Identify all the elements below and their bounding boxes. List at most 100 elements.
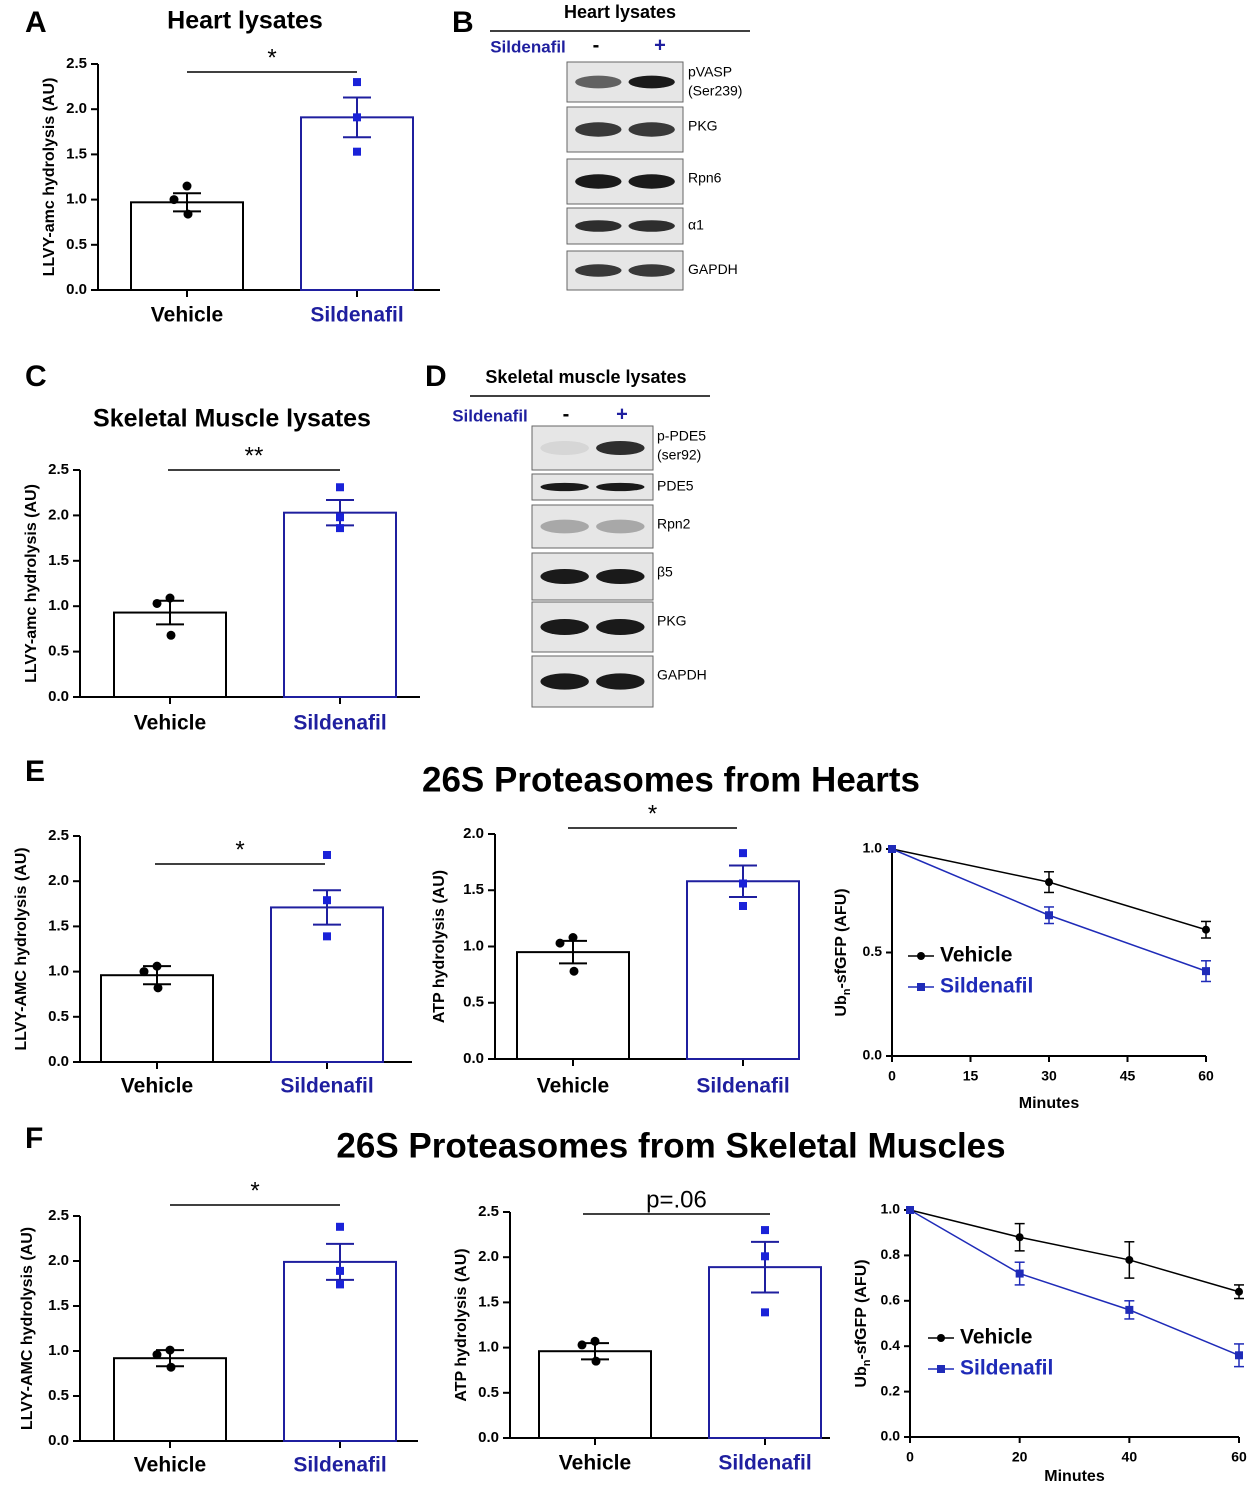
y-tick-label: 2.0 — [48, 1252, 69, 1269]
marker — [1125, 1306, 1133, 1314]
y-axis-label-part: -sfGFP (AFU) — [853, 1259, 870, 1359]
legend-label: Sildenafil — [940, 975, 1033, 998]
y-tick-label: 1.0 — [48, 1342, 69, 1359]
y-tick-label: 1.0 — [863, 840, 883, 856]
marker — [739, 902, 747, 910]
y-tick-label: 1.5 — [478, 1293, 499, 1310]
blot-band — [575, 174, 621, 188]
y-tick-label: 1.0 — [48, 597, 69, 614]
marker — [761, 1308, 769, 1316]
y-tick-label: 2.5 — [48, 461, 69, 478]
y-tick-label: 0.5 — [463, 994, 484, 1011]
y-tick-label: 2.0 — [478, 1248, 499, 1265]
marker — [937, 1334, 945, 1342]
category-label: Sildenafil — [293, 712, 386, 735]
significance-label: * — [648, 800, 657, 827]
marker — [166, 594, 175, 603]
panel-letter: A — [25, 6, 47, 39]
y-axis-label: LLVY-AMC hydrolysis (AU) — [13, 847, 30, 1050]
band-label: GAPDH — [688, 261, 738, 277]
y-axis-label-part: -sfGFP (AFU) — [833, 888, 850, 988]
marker — [323, 851, 331, 859]
marker — [153, 962, 162, 971]
category-label: Vehicle — [134, 712, 206, 735]
marker — [336, 1223, 344, 1231]
y-axis-label: ATP hydrolysis (AU) — [431, 870, 448, 1023]
category-label: Sildenafil — [280, 1075, 373, 1098]
condition-label: - — [563, 403, 570, 425]
y-axis-label-part: Ub — [853, 1366, 870, 1388]
panel-letter: B — [452, 6, 474, 39]
y-tick-label: 0.5 — [478, 1384, 499, 1401]
blot-band — [540, 483, 588, 491]
blot-band — [596, 520, 644, 534]
marker — [761, 1252, 769, 1260]
category-label: Vehicle — [121, 1075, 193, 1098]
marker — [1045, 878, 1053, 886]
bar — [301, 117, 413, 290]
marker — [353, 78, 361, 86]
blot-band — [596, 569, 644, 584]
category-label: Sildenafil — [696, 1075, 789, 1098]
significance-label: * — [267, 44, 276, 71]
treatment-label: Sildenafil — [452, 406, 528, 425]
y-tick-label: 1.0 — [48, 963, 69, 980]
y-axis-label: ATP hydrolysis (AU) — [453, 1248, 470, 1401]
panel-letter: D — [425, 360, 447, 393]
blot-band — [628, 122, 674, 136]
marker — [592, 1357, 601, 1366]
y-axis-label: Ubn-sfGFP (AFU) — [853, 1259, 873, 1387]
marker — [739, 849, 747, 857]
blot-band — [596, 441, 644, 455]
blot-band — [628, 220, 674, 232]
y-tick-label: 1.5 — [48, 552, 69, 569]
band-label: β5 — [657, 564, 673, 580]
blot-band — [628, 174, 674, 188]
treatment-label: Sildenafil — [490, 37, 566, 56]
band-label: (ser92) — [657, 447, 701, 463]
marker — [167, 1363, 176, 1372]
y-tick-label: 2.5 — [478, 1203, 499, 1220]
y-tick-label: 1.0 — [66, 191, 87, 208]
x-axis-label: Minutes — [1044, 1468, 1105, 1485]
y-tick-label: 0.4 — [881, 1337, 901, 1353]
band-label: PKG — [688, 118, 718, 134]
bar — [284, 513, 396, 697]
blot-band — [575, 264, 621, 276]
y-tick-label: 0.0 — [463, 1050, 484, 1067]
marker — [336, 1267, 344, 1275]
blot-band — [596, 483, 644, 491]
blot-title: Heart lysates — [564, 2, 676, 22]
marker — [170, 195, 179, 204]
marker — [1045, 911, 1053, 919]
marker — [917, 952, 925, 960]
y-tick-label: 0.5 — [48, 1008, 69, 1025]
marker — [739, 880, 747, 888]
bar — [284, 1262, 396, 1441]
marker — [353, 113, 361, 121]
marker — [1125, 1256, 1133, 1264]
marker — [336, 513, 344, 521]
blot-band — [540, 673, 588, 689]
marker — [153, 599, 162, 608]
legend-label: Vehicle — [940, 944, 1012, 967]
x-tick-label: 0 — [888, 1068, 896, 1084]
y-tick-label: 0.0 — [48, 1432, 69, 1449]
blot-band — [540, 520, 588, 534]
blot-band — [596, 673, 644, 689]
chart-title: Skeletal Muscle lysates — [93, 405, 371, 433]
category-label: Vehicle — [134, 1454, 206, 1477]
y-axis-label: LLVY-amc hydrolysis (AU) — [41, 78, 58, 277]
marker — [153, 1350, 162, 1359]
y-tick-label: 2.0 — [48, 872, 69, 889]
x-tick-label: 30 — [1041, 1068, 1057, 1084]
marker — [906, 1206, 914, 1214]
marker — [556, 939, 565, 948]
x-tick-label: 60 — [1198, 1068, 1214, 1084]
legend-label: Sildenafil — [960, 1357, 1053, 1380]
y-tick-label: 0.0 — [881, 1428, 901, 1444]
marker — [167, 631, 176, 640]
band-label: α1 — [688, 217, 704, 233]
marker — [917, 983, 925, 991]
bar — [271, 907, 383, 1062]
